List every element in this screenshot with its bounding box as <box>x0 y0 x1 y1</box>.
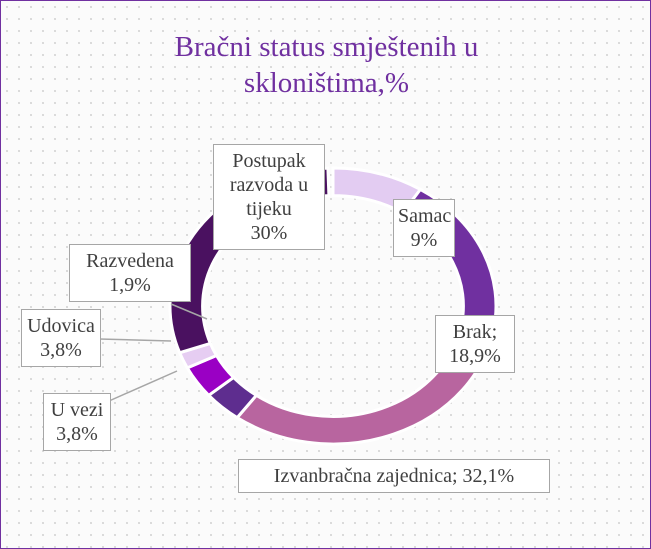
label-category: Brak; <box>452 321 498 343</box>
label-value: 3,8% <box>56 423 98 445</box>
leader-line <box>170 303 208 320</box>
label-category: Postupak razvoda u tijeku <box>229 150 309 220</box>
data-label: Postupak razvoda u tijeku 30% <box>213 144 325 250</box>
label-value: 9% <box>410 229 438 251</box>
label-value: 3,8% <box>40 339 82 361</box>
label-value: 1,9% <box>109 274 151 296</box>
label-value: 30% <box>250 222 288 244</box>
data-label: Samac 9% <box>393 199 455 257</box>
label-category: Udovica <box>27 315 95 337</box>
chart-title: Bračni status smještenih u skloništima,% <box>174 31 479 99</box>
leader-line <box>98 338 172 342</box>
label-category: Razvedena <box>86 250 174 272</box>
label-category: Izvanbračna zajednica; <box>273 465 458 487</box>
leader-line <box>108 370 178 402</box>
data-label: Brak; 18,9% <box>435 315 515 373</box>
label-value: 32,1% <box>462 465 515 487</box>
data-label: Izvanbračna zajednica; 32,1% <box>238 459 550 493</box>
label-category: U vezi <box>50 399 104 421</box>
label-category: Samac <box>398 205 452 227</box>
data-label: U vezi 3,8% <box>43 393 111 451</box>
data-label: Razvedena 1,9% <box>69 244 191 302</box>
label-value: 18,9% <box>449 345 501 367</box>
data-label: Udovica 3,8% <box>21 309 101 367</box>
